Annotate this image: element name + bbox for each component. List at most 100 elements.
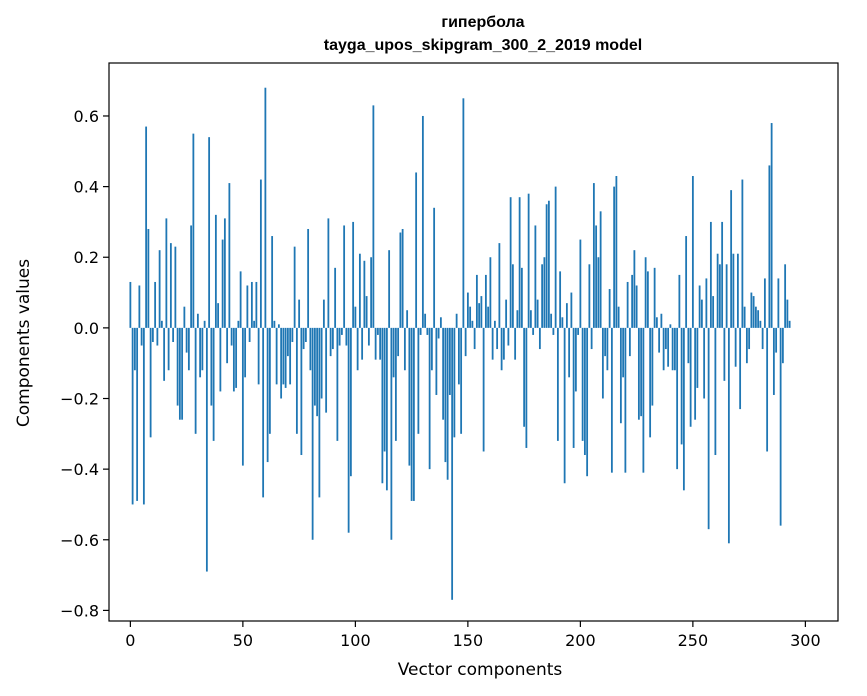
bar-277	[752, 296, 755, 328]
bar-179	[532, 327, 535, 335]
bar-106	[367, 327, 370, 346]
bar-293	[788, 320, 791, 328]
bar-166	[502, 327, 505, 360]
bar-247	[685, 236, 688, 328]
bar-57	[257, 327, 260, 385]
bar-273	[743, 306, 746, 328]
x-tick-label: 150	[453, 631, 484, 650]
bar-233	[653, 267, 656, 328]
bar-118	[394, 327, 397, 441]
bar-211	[604, 327, 607, 357]
bar-153	[473, 327, 476, 350]
bar-67	[280, 327, 283, 399]
bar-196	[570, 292, 573, 328]
bar-214	[610, 327, 613, 473]
bar-42	[223, 218, 226, 328]
bar-39	[217, 303, 220, 328]
bar-81	[311, 327, 314, 540]
bar-268	[732, 253, 735, 328]
bar-21	[176, 327, 179, 406]
bar-142	[448, 327, 451, 395]
x-tick-label: 250	[678, 631, 709, 650]
bar-190	[556, 327, 559, 441]
bar-86	[322, 299, 325, 328]
bar-76	[300, 327, 303, 456]
bar-280	[759, 320, 762, 328]
bar-40	[219, 327, 222, 392]
bar-38	[214, 214, 217, 328]
bar-227	[640, 327, 643, 417]
bar-217	[617, 306, 620, 328]
bar-1	[131, 327, 134, 505]
bar-108	[372, 105, 375, 328]
bar-70	[286, 327, 289, 357]
bar-71	[289, 327, 292, 385]
bar-289	[779, 327, 782, 526]
bar-266	[727, 327, 730, 544]
bar-113	[383, 327, 386, 452]
bar-228	[642, 327, 645, 473]
bar-131	[424, 313, 427, 328]
bar-17	[167, 327, 170, 371]
bar-85	[320, 327, 323, 399]
bar-254	[700, 299, 703, 328]
bar-201	[581, 327, 584, 441]
bar-107	[370, 257, 373, 328]
bar-128	[417, 327, 420, 434]
bar-26	[187, 327, 190, 371]
bar-241	[671, 327, 674, 371]
bar-200	[579, 239, 582, 328]
bar-231	[649, 327, 652, 438]
bar-116	[390, 327, 393, 540]
bar-65	[275, 327, 278, 385]
bar-182	[538, 327, 541, 350]
bar-45	[230, 327, 233, 346]
bar-284	[768, 165, 771, 328]
bar-239	[667, 327, 670, 367]
y-tick-label: −0.4	[60, 460, 99, 479]
bar-43	[226, 327, 229, 364]
y-axis-ticks: −0.8 −0.6 −0.4 −0.2 0.0 0.2 0.4 0.6	[60, 107, 109, 620]
bar-221	[626, 281, 629, 328]
bar-119	[397, 327, 400, 357]
bar-250	[691, 176, 694, 328]
bar-100	[354, 306, 357, 328]
bar-149	[464, 327, 467, 357]
chart-subtitle: tayga_upos_skipgram_300_2_2019 model	[324, 37, 642, 54]
y-tick-label: 0.4	[74, 178, 99, 197]
bar-8	[147, 228, 150, 328]
bar-9	[149, 327, 152, 438]
bar-111	[379, 327, 382, 360]
x-tick-label: 300	[790, 631, 821, 650]
y-tick-label: −0.8	[60, 601, 99, 620]
bar-97	[347, 327, 350, 533]
bar-189	[554, 186, 557, 328]
bar-64	[273, 320, 276, 328]
bar-174	[520, 267, 523, 328]
bar-36	[210, 327, 213, 406]
bar-194	[565, 303, 568, 328]
bar-165	[500, 327, 503, 371]
bar-72	[291, 327, 294, 342]
bar-161	[491, 327, 494, 360]
bar-35	[208, 137, 211, 328]
bar-265	[725, 264, 728, 328]
x-tick-label: 100	[340, 631, 371, 650]
bar-46	[232, 327, 235, 392]
bar-79	[307, 228, 310, 328]
bar-83	[316, 327, 319, 417]
y-tick-label: −0.6	[60, 531, 99, 550]
bar-141	[446, 327, 449, 480]
bar-267	[730, 190, 733, 328]
bar-series	[129, 87, 791, 600]
bar-270	[736, 253, 739, 328]
bar-152	[471, 320, 474, 328]
bar-63	[271, 236, 274, 328]
bar-80	[309, 327, 312, 371]
bar-84	[318, 327, 321, 498]
bar-4	[138, 285, 141, 328]
bar-269	[734, 327, 737, 367]
bar-31	[199, 327, 202, 378]
plot-frame	[108, 62, 839, 622]
bar-172	[516, 310, 519, 328]
